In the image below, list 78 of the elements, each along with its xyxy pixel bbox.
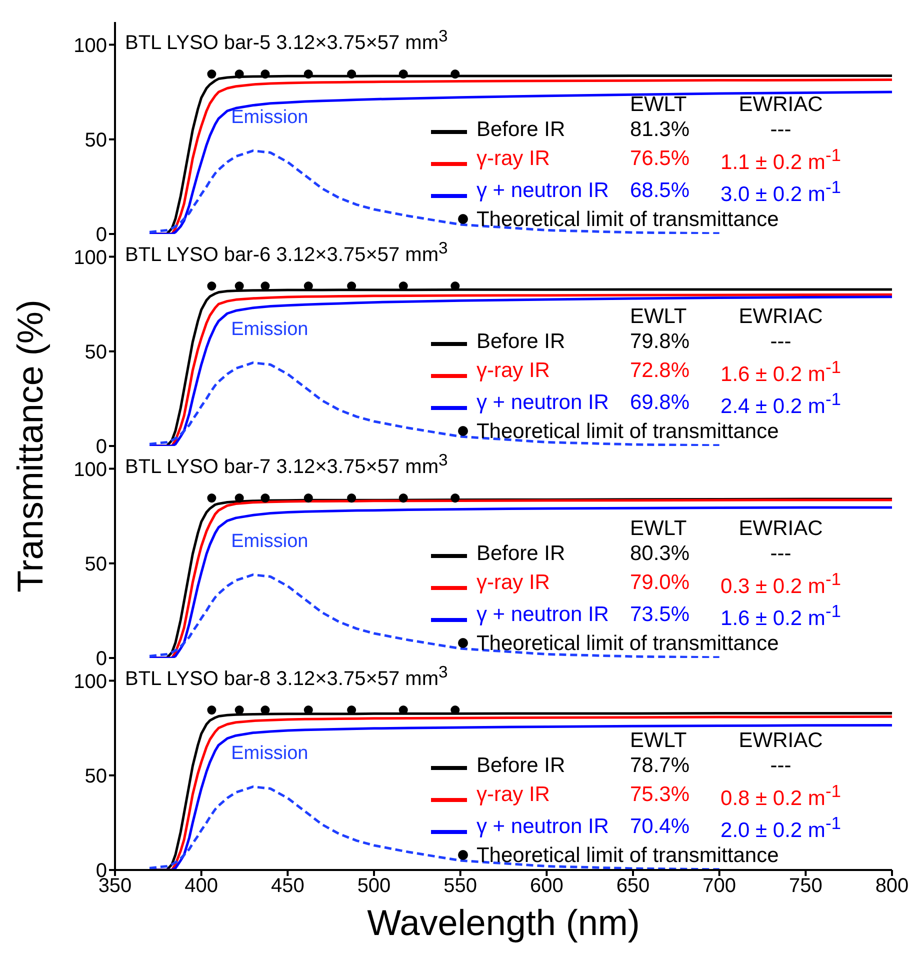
series-label: Emission — [231, 530, 308, 553]
annotation: 1.6 ± 0.2 m$^{-1}$ — [720, 601, 841, 630]
annotation: 81.3% — [630, 118, 690, 141]
legend-label: Theoretical limit of transmittance — [475, 843, 780, 869]
annotation: EWLT — [630, 729, 687, 752]
series-label: Emission — [231, 318, 308, 341]
annotation: 72.8% — [630, 359, 690, 382]
annotation: 79.0% — [630, 571, 690, 594]
annotation: EWRIAC — [738, 517, 823, 540]
x-tick-label: 600 — [530, 875, 564, 898]
legend-label: Theoretical limit of transmittance — [475, 631, 780, 657]
annotation: 1.6 ± 0.2 m$^{-1}$ — [720, 357, 841, 386]
annotation: 2.0 ± 0.2 m$^{-1}$ — [720, 813, 841, 842]
legend-label: γ-ray IR — [475, 570, 551, 596]
annotation: 0.3 ± 0.2 m$^{-1}$ — [720, 569, 841, 598]
annotation: 68.5% — [630, 179, 690, 202]
legend-label: Before IR — [475, 753, 566, 779]
chart-title: BTL LYSO bar-5 3.12×3.75×57 mm$^{3}$ — [125, 26, 448, 54]
legend-label: γ + neutron IR — [475, 602, 610, 628]
chart-title: BTL LYSO bar-8 3.12×3.75×57 mm$^{3}$ — [125, 662, 448, 690]
y-tick-label: 0 — [96, 436, 107, 458]
y-tick-label: 50 — [84, 341, 107, 364]
x-tick-label: 800 — [875, 875, 909, 898]
legend-label: γ-ray IR — [475, 782, 551, 808]
legend-label: γ + neutron IR — [475, 390, 610, 416]
annotation: EWRIAC — [738, 93, 823, 116]
y-axis-title: Transmittance (%) — [9, 300, 51, 592]
x-tick-label: 700 — [702, 875, 736, 898]
series-label: Emission — [231, 106, 308, 129]
annotation: --- — [770, 542, 792, 565]
x-tick-label: 450 — [270, 875, 304, 898]
x-tick-label: 650 — [616, 875, 650, 898]
annotation: 3.0 ± 0.2 m$^{-1}$ — [720, 177, 841, 206]
annotation: 73.5% — [630, 603, 690, 626]
y-tick-label: 50 — [84, 553, 107, 576]
legend-label: γ-ray IR — [475, 358, 551, 384]
annotation: 0.8 ± 0.2 m$^{-1}$ — [720, 781, 841, 810]
x-tick-label: 500 — [357, 875, 391, 898]
annotation: 70.4% — [630, 815, 690, 838]
y-tick-label: 100 — [74, 34, 107, 57]
y-tick-label: 50 — [84, 129, 107, 152]
legend-label: Before IR — [475, 541, 566, 567]
annotation: 80.3% — [630, 542, 690, 565]
chart-title: BTL LYSO bar-7 3.12×3.75×57 mm$^{3}$ — [125, 450, 448, 478]
annotation: EWRIAC — [738, 305, 823, 328]
y-tick-label: 100 — [74, 670, 107, 693]
annotation: 1.1 ± 0.2 m$^{-1}$ — [720, 145, 841, 174]
legend-label: γ + neutron IR — [475, 814, 610, 840]
legend-label: Theoretical limit of transmittance — [475, 207, 780, 233]
annotation: 78.7% — [630, 754, 690, 777]
annotation: 2.4 ± 0.2 m$^{-1}$ — [720, 389, 841, 418]
annotation: EWRIAC — [738, 729, 823, 752]
y-tick-label: 100 — [74, 246, 107, 269]
x-tick-label: 400 — [184, 875, 218, 898]
series-label: Emission — [231, 742, 308, 765]
annotation: EWLT — [630, 305, 687, 328]
chart-title: BTL LYSO bar-6 3.12×3.75×57 mm$^{3}$ — [125, 238, 448, 266]
x-tick-label: 550 — [444, 875, 478, 898]
annotation: --- — [770, 330, 792, 353]
x-axis-title: Wavelength (nm) — [366, 902, 641, 944]
legend-label: γ-ray IR — [475, 146, 551, 172]
annotation: --- — [770, 754, 792, 777]
y-tick-label: 50 — [84, 765, 107, 788]
y-tick-label: 0 — [96, 224, 107, 246]
annotation: 79.8% — [630, 330, 690, 353]
annotation: 75.3% — [630, 783, 690, 806]
legend-label: Before IR — [475, 117, 566, 143]
annotation: 76.5% — [630, 147, 690, 170]
y-tick-label: 0 — [96, 648, 107, 670]
legend-label: γ + neutron IR — [475, 178, 610, 204]
y-tick-label: 100 — [74, 458, 107, 481]
annotation: EWLT — [630, 517, 687, 540]
annotation: --- — [770, 118, 792, 141]
legend-label: Theoretical limit of transmittance — [475, 419, 780, 445]
annotation: EWLT — [630, 93, 687, 116]
annotation: 69.8% — [630, 391, 690, 414]
x-tick-label: 750 — [788, 875, 822, 898]
legend-label: Before IR — [475, 329, 566, 355]
